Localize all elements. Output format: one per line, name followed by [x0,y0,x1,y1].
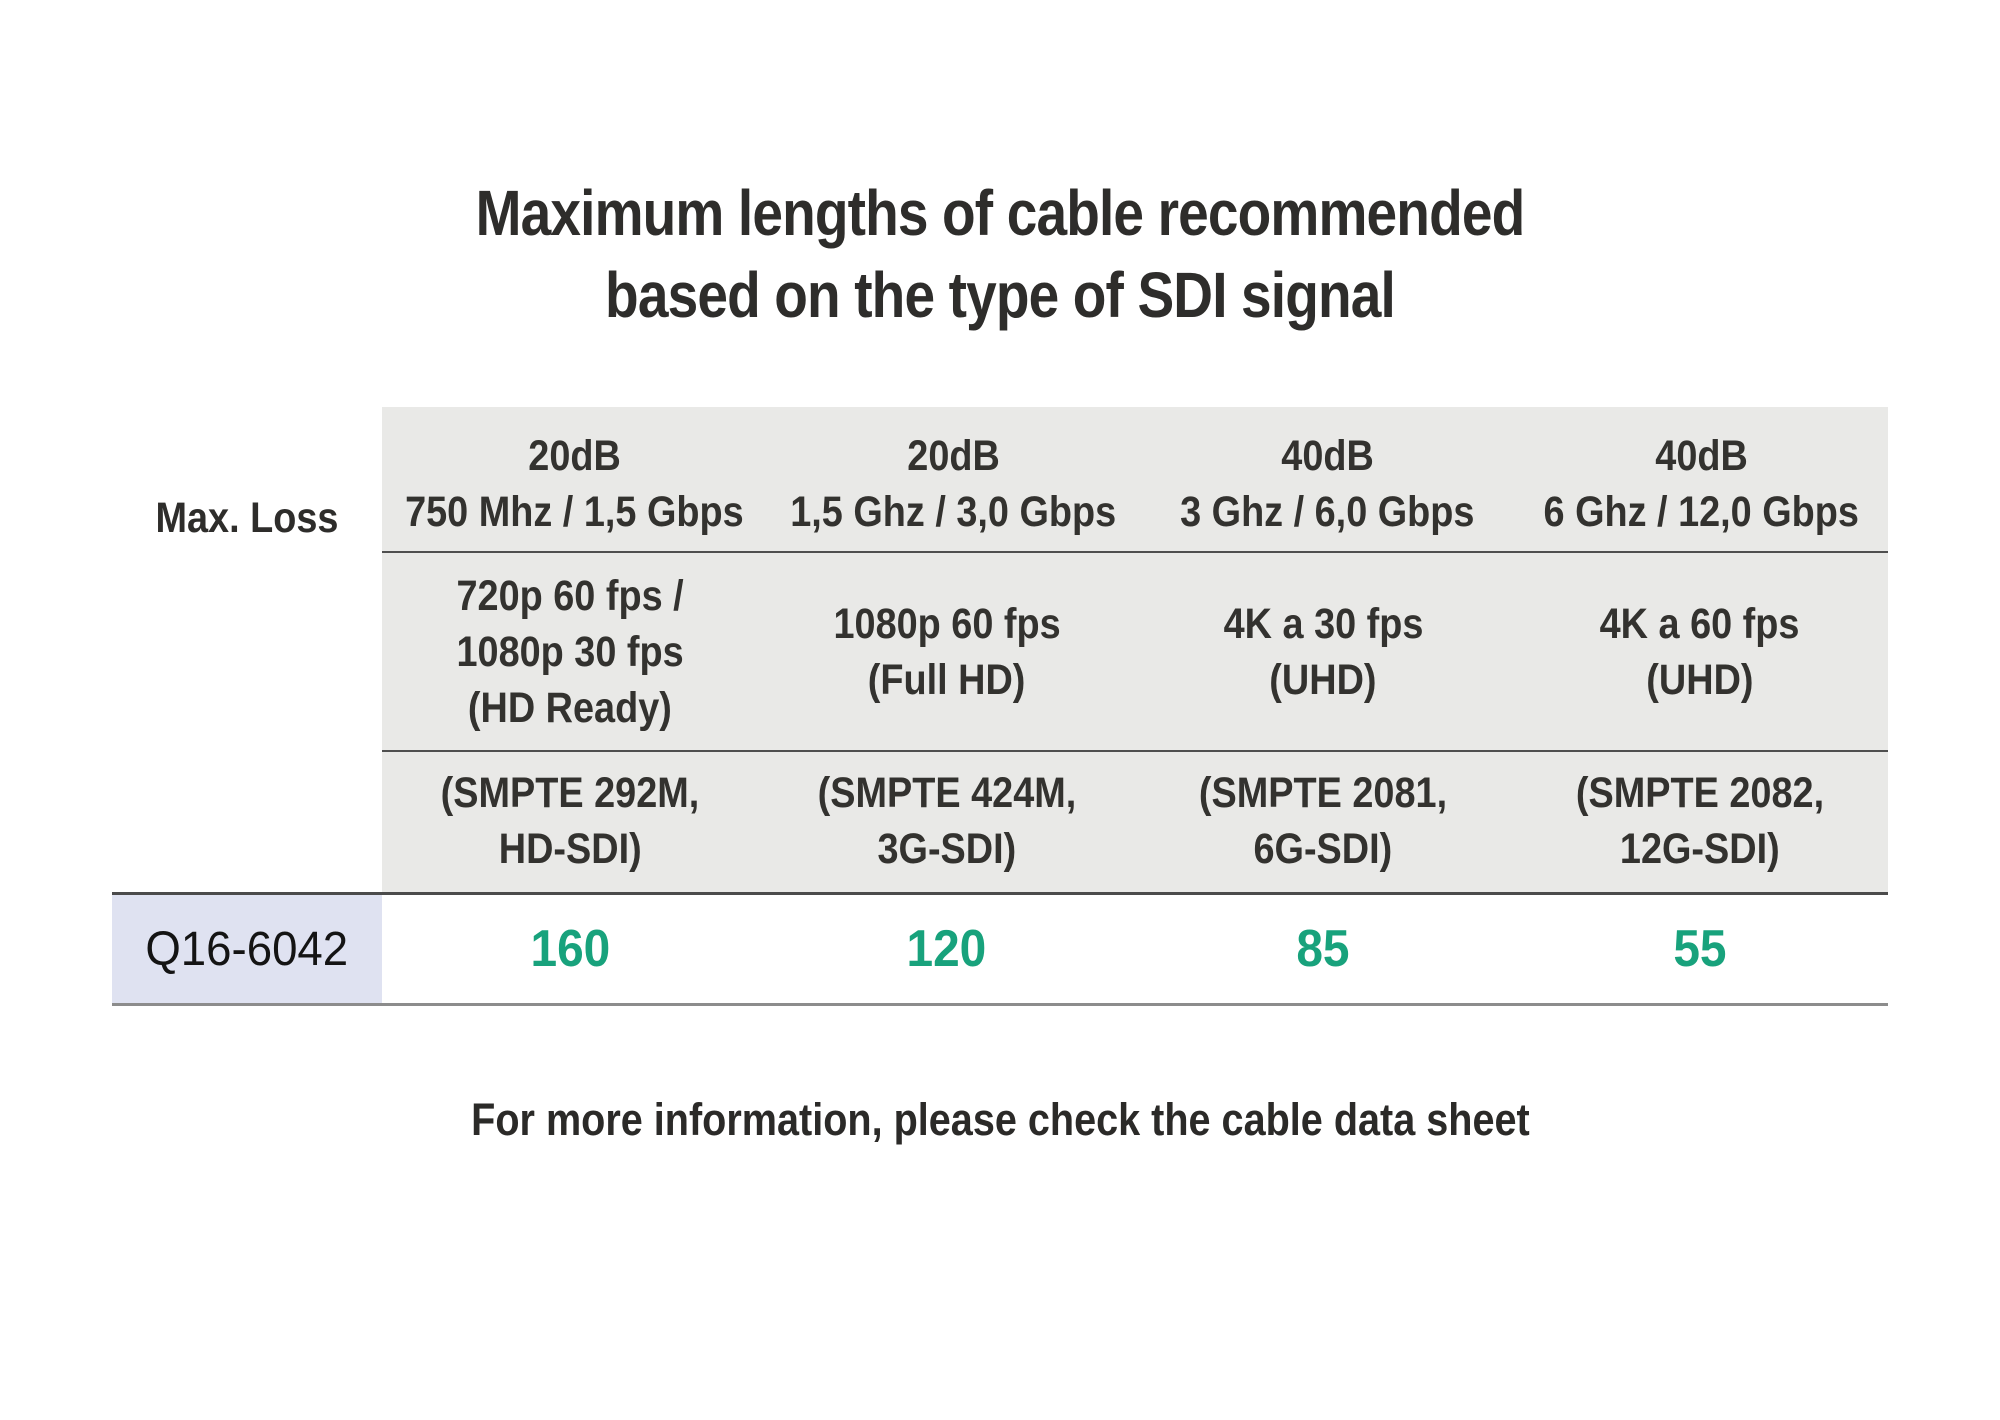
col3-smpte-line1: (SMPTE 2081, [1199,769,1448,817]
col1-loss: 20dB [528,432,621,480]
table-header-block: 20dB 750 Mhz / 1,5 Gbps 20dB 1,5 Ghz / 3… [382,407,1888,892]
corner-label-text: Max. Loss [155,494,339,542]
header-cell-col3-loss-freq: 40dB 3 Ghz / 6,0 Gbps [1140,407,1514,551]
header-cell-col3-smpte: (SMPTE 2081, 6G-SDI) [1135,752,1512,890]
col2-freq: 1,5 Ghz / 3,0 Gbps [790,488,1117,536]
col4-loss: 40dB [1654,432,1748,480]
page-title: Maximum lengths of cable recommended bas… [0,172,2000,336]
table-data-row: Q16-6042 160 120 85 55 [112,892,1888,1006]
header-cell-col1-format: 720p 60 fps / 1080p 30 fps (HD Ready) [382,553,759,750]
footer-note: For more information, please check the c… [0,1092,2000,1148]
footer-note-text: For more information, please check the c… [470,1094,1530,1145]
col1-smpte-line2: HD-SDI) [498,825,642,873]
col1-freq: 750 Mhz / 1,5 Gbps [405,488,744,536]
header-cell-col1-smpte: (SMPTE 292M, HD-SDI) [382,752,759,890]
value-cell-col4: 55 [1512,895,1889,1003]
col2-format-line2: (Full HD) [867,655,1026,704]
col3-freq: 3 Ghz / 6,0 Gbps [1180,488,1475,536]
header-cell-col1-loss-freq: 20dB 750 Mhz / 1,5 Gbps [382,407,767,551]
value-col2: 120 [906,920,987,978]
value-col1: 160 [530,920,611,978]
value-cell-col2: 120 [759,895,1136,1003]
value-col3: 85 [1296,920,1350,978]
header-cell-col3-format: 4K a 30 fps (UHD) [1135,553,1512,750]
col3-loss: 40dB [1281,432,1374,480]
col3-smpte-line2: 6G-SDI) [1253,825,1393,873]
col4-smpte-line2: 12G-SDI) [1619,825,1780,873]
col4-freq: 6 Ghz / 12,0 Gbps [1543,488,1859,536]
corner-label-max-loss: Max. Loss [112,490,382,546]
col2-format-line1: 1080p 60 fps [833,599,1061,648]
row-label-cell: Q16-6042 [112,895,382,1003]
header-row-video-format: 720p 60 fps / 1080p 30 fps (HD Ready) 10… [382,553,1888,752]
header-row-loss-frequency: 20dB 750 Mhz / 1,5 Gbps 20dB 1,5 Ghz / 3… [382,407,1888,553]
col3-format-line2: (UHD) [1269,655,1377,704]
col4-format-line1: 4K a 60 fps [1599,599,1800,648]
col1-smpte-line1: (SMPTE 292M, [440,769,700,817]
col1-format-line2: 1080p 30 fps [456,627,684,676]
header-cell-col2-smpte: (SMPTE 424M, 3G-SDI) [759,752,1136,890]
col2-smpte-line2: 3G-SDI) [877,825,1017,873]
header-cell-col4-loss-freq: 40dB 6 Ghz / 12,0 Gbps [1514,407,1888,551]
col2-smpte-line1: (SMPTE 424M, [817,769,1077,817]
header-cell-col2-loss-freq: 20dB 1,5 Ghz / 3,0 Gbps [767,407,1141,551]
row-label-text: Q16-6042 [145,922,349,976]
col3-format-line1: 4K a 30 fps [1223,599,1424,648]
value-cell-col3: 85 [1135,895,1512,1003]
header-cell-col2-format: 1080p 60 fps (Full HD) [759,553,1136,750]
header-row-smpte-standard: (SMPTE 292M, HD-SDI) (SMPTE 424M, 3G-SDI… [382,752,1888,890]
col2-loss: 20dB [907,432,1000,480]
value-col4: 55 [1673,920,1727,978]
col4-format-line2: (UHD) [1646,655,1754,704]
header-cell-col4-smpte: (SMPTE 2082, 12G-SDI) [1512,752,1889,890]
page-title-line-2: based on the type of SDI signal [605,259,1396,331]
col1-format-line1: 720p 60 fps / [456,571,684,620]
col1-format-line3: (HD Ready) [468,683,673,732]
value-cell-col1: 160 [382,895,759,1003]
header-cell-col4-format: 4K a 60 fps (UHD) [1512,553,1889,750]
col4-smpte-line1: (SMPTE 2082, [1575,769,1824,817]
page-title-line-1: Maximum lengths of cable recommended [475,177,1526,249]
